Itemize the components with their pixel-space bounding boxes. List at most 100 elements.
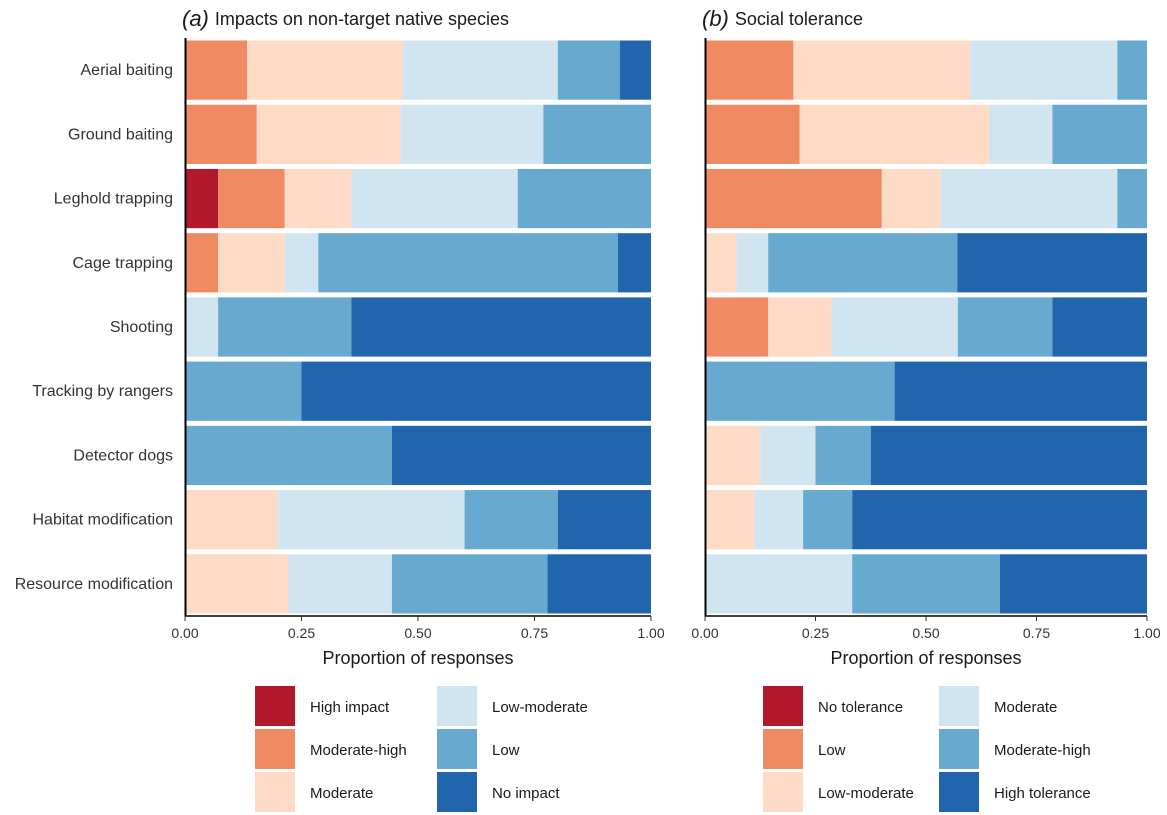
bar-segment [218, 168, 285, 229]
legend-swatch [255, 729, 295, 769]
bar-segment [736, 233, 769, 293]
chart-panels: (a) Impacts on non-target native species A… [15, 6, 1161, 812]
legend-swatch [255, 772, 295, 812]
legend-label: High impact [310, 699, 390, 716]
bar-segment [705, 297, 769, 357]
bar-segment [768, 233, 958, 293]
bar-segment [284, 168, 352, 229]
category-label: Ground baiting [68, 126, 173, 143]
bar-segment [547, 554, 651, 614]
bar-segment [803, 490, 853, 550]
bar-segment [185, 490, 279, 550]
panel-title: Impacts on non-target native species [215, 9, 509, 29]
legend-label: Low [492, 742, 520, 759]
bar-segment [185, 40, 247, 100]
x-tick-label: 1.00 [637, 625, 664, 641]
bar-segment [351, 168, 518, 229]
bar-segment [318, 233, 618, 293]
category-label: Aerial baiting [81, 62, 174, 79]
bar-segment [218, 297, 352, 357]
bar-segment [1052, 104, 1147, 164]
legend-label: Low-moderate [492, 699, 588, 716]
bar-segment [1052, 297, 1147, 357]
bar-segment [705, 168, 882, 229]
bar-segment [301, 361, 651, 421]
bar-segment [185, 425, 392, 486]
bar-segment [278, 490, 465, 550]
bar-segment [894, 361, 1147, 421]
x-tick-label: 0.50 [404, 625, 431, 641]
bar-segment [999, 554, 1147, 614]
category-label: Shooting [110, 319, 173, 336]
bar-segment [852, 490, 1147, 550]
bar-segment [705, 554, 853, 614]
bar-segment [870, 425, 1147, 486]
bar-segment [246, 40, 403, 100]
bar-segment [185, 554, 289, 614]
bar-segment [1117, 40, 1147, 100]
category-label: Leghold trapping [54, 191, 173, 208]
legend-swatch [939, 729, 979, 769]
x-axis-title: Proportion of responses [830, 648, 1021, 668]
x-tick-label: 0.25 [802, 625, 829, 641]
legend-swatch [939, 772, 979, 812]
legend-swatch [437, 686, 477, 726]
bar-segment [957, 297, 1053, 357]
bar-segment [185, 361, 302, 421]
legend-label: No impact [492, 785, 560, 802]
panel-b: (b) Social tolerance 0.00 0.25 0.50 0.75 1.00 P… [691, 6, 1161, 812]
bar-segment [185, 168, 219, 229]
category-label: Habitat modification [32, 512, 173, 529]
bar-segment [705, 40, 794, 100]
legend-label: Moderate-high [310, 742, 407, 759]
panel-a: (a) Impacts on non-target native species A… [15, 6, 665, 812]
x-tick-label: 0.00 [691, 625, 718, 641]
bar-segment [619, 40, 651, 100]
bar-segment [402, 40, 558, 100]
legend-label: Moderate [994, 699, 1057, 716]
x-tick-label: 0.25 [288, 625, 315, 641]
legend-label: Moderate [310, 785, 373, 802]
legend-label: High tolerance [994, 785, 1091, 802]
bar-segment [852, 554, 1000, 614]
legend-label: Moderate-high [994, 742, 1091, 759]
bar-segment [185, 297, 219, 357]
bar-segment [768, 297, 832, 357]
bar-segment [705, 104, 800, 164]
x-axis-title: Proportion of responses [322, 648, 513, 668]
bar-segment [705, 233, 737, 293]
legend-swatch [437, 772, 477, 812]
bar-segment [400, 104, 544, 164]
bar-segment [705, 490, 755, 550]
bar-segment [391, 554, 548, 614]
legend-label: Low [818, 742, 846, 759]
category-label: Resource modification [15, 576, 173, 593]
bar-segment [1117, 168, 1147, 229]
bar-segment [218, 233, 285, 293]
legend-swatch [437, 729, 477, 769]
bar-segment [185, 233, 219, 293]
category-label: Tracking by rangers [32, 383, 173, 400]
legend: No tolerance Low Low-moderate Moderate Moder… [763, 686, 1091, 812]
x-tick-label: 0.75 [521, 625, 548, 641]
bar-segment [957, 233, 1147, 293]
bar-segment [617, 233, 651, 293]
bar-segment [557, 490, 651, 550]
bar-segment [557, 40, 620, 100]
bar-segment [351, 297, 651, 357]
bar-segment [799, 104, 990, 164]
legend-label: Low-moderate [818, 785, 914, 802]
bar-segment [185, 104, 257, 164]
bar-segment [543, 104, 651, 164]
x-tick-label: 0.50 [912, 625, 939, 641]
bar-segment [288, 554, 392, 614]
bar-segment [940, 168, 1118, 229]
legend-swatch [939, 686, 979, 726]
bar-segment [793, 40, 971, 100]
panel-title: Social tolerance [735, 9, 863, 29]
bar-segment [970, 40, 1118, 100]
bar-segment [831, 297, 958, 357]
panel-letter: (b) [702, 6, 729, 31]
legend: High impact Moderate-high Moderate Low-mode… [255, 686, 588, 812]
